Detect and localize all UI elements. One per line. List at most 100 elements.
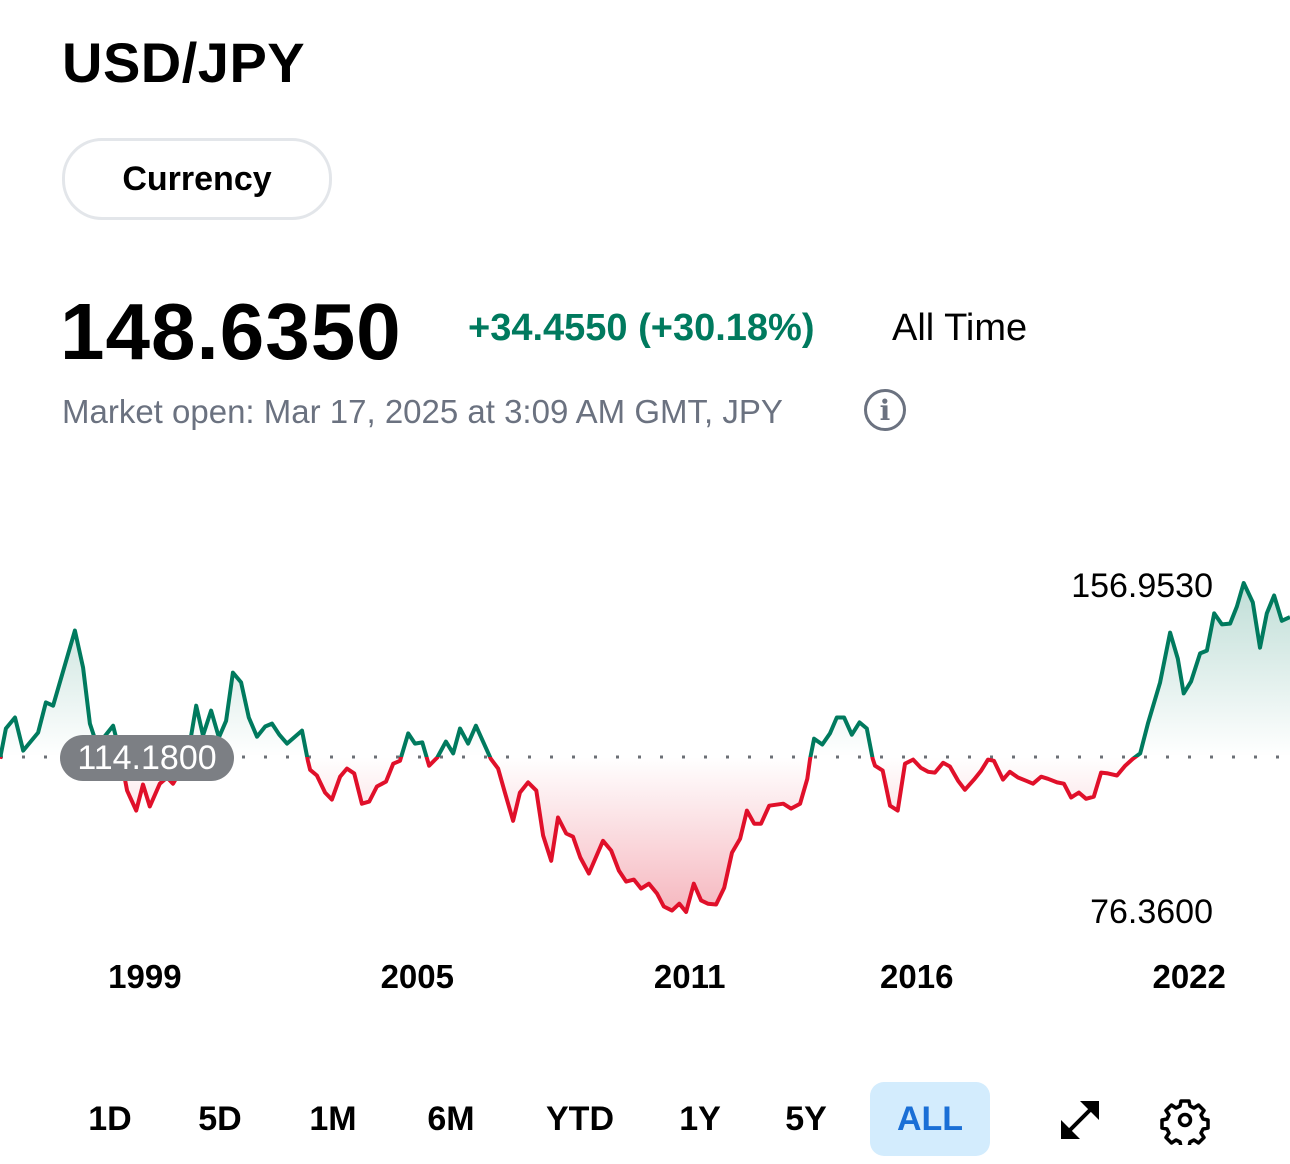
data-point: [518, 791, 522, 795]
data-point: [1158, 680, 1162, 684]
data-point: [1106, 771, 1110, 775]
data-point: [564, 831, 568, 835]
data-point: [919, 766, 923, 770]
data-point: [571, 835, 575, 839]
series-line-down: [0, 757, 1139, 914]
gear-icon[interactable]: [1160, 1095, 1210, 1145]
data-point: [647, 882, 651, 886]
data-point: [406, 731, 410, 735]
expand-icon[interactable]: [1055, 1095, 1105, 1145]
data-point: [684, 910, 688, 914]
data-point: [587, 871, 591, 875]
data-point: [391, 762, 395, 766]
data-point: [277, 733, 281, 737]
category-badge[interactable]: Currency: [62, 138, 332, 220]
data-point: [842, 716, 846, 720]
data-point: [1138, 751, 1142, 755]
baseline-label: 114.1800: [60, 735, 234, 781]
data-point: [489, 757, 493, 761]
range-6m[interactable]: 6M: [427, 1099, 475, 1138]
data-point: [367, 800, 371, 804]
data-point: [850, 733, 854, 737]
data-point: [1228, 622, 1232, 626]
data-point: [474, 724, 478, 728]
data-point: [148, 805, 152, 809]
data-point: [239, 680, 243, 684]
info-icon[interactable]: i: [864, 389, 906, 431]
data-point: [338, 775, 342, 779]
data-point: [941, 761, 945, 765]
data-point: [956, 779, 960, 783]
data-point: [88, 722, 92, 726]
data-point: [111, 724, 115, 728]
data-point: [1272, 593, 1276, 597]
data-point: [601, 839, 605, 843]
data-point: [677, 902, 681, 906]
range-1d[interactable]: 1D: [88, 1099, 132, 1138]
data-point: [858, 720, 862, 724]
data-point: [435, 756, 439, 760]
price-change: +34.4550 (+30.18%): [468, 307, 815, 349]
range-all[interactable]: ALL: [870, 1082, 990, 1156]
range-ytd[interactable]: YTD: [546, 1099, 614, 1138]
data-point: [1077, 791, 1081, 795]
data-point: [1099, 771, 1103, 775]
data-point: [1280, 619, 1284, 623]
data-point: [986, 758, 990, 762]
data-point: [263, 725, 267, 729]
page-title: USD/JPY: [62, 31, 306, 94]
data-point: [451, 751, 455, 755]
range-5d[interactable]: 5D: [198, 1099, 242, 1138]
data-point: [158, 782, 162, 786]
data-point: [81, 666, 85, 670]
data-point: [21, 749, 25, 753]
data-point: [752, 822, 756, 826]
range-1m[interactable]: 1M: [309, 1099, 357, 1138]
data-point: [903, 762, 907, 766]
data-point: [1265, 611, 1269, 615]
data-point: [1008, 770, 1012, 774]
data-point: [692, 882, 696, 886]
data-point: [1055, 780, 1059, 784]
data-point: [541, 833, 545, 837]
data-point: [1258, 646, 1262, 650]
min-label: 76.3600: [1090, 893, 1213, 931]
data-point: [556, 816, 560, 820]
data-point: [360, 802, 364, 806]
data-point: [458, 727, 462, 731]
data-point: [1146, 722, 1150, 726]
data-point: [141, 782, 145, 786]
data-point: [578, 856, 582, 860]
data-point: [125, 789, 129, 793]
data-point: [730, 851, 734, 855]
data-point: [835, 716, 839, 720]
data-point: [73, 629, 77, 633]
data-point: [1016, 776, 1020, 780]
data-point: [51, 704, 55, 708]
data-point: [948, 765, 952, 769]
data-point: [812, 737, 816, 741]
data-point: [805, 777, 809, 781]
data-point: [1039, 775, 1043, 779]
x-tick-label: 2016: [880, 958, 954, 995]
data-point: [781, 802, 785, 806]
data-point: [972, 778, 976, 782]
data-point: [345, 767, 349, 771]
range-5y[interactable]: 5Y: [785, 1099, 827, 1138]
x-tick-label: 2011: [653, 958, 726, 995]
data-point: [808, 757, 812, 761]
data-point: [1084, 797, 1088, 801]
data-point: [413, 742, 417, 746]
data-point: [624, 880, 628, 884]
range-1y[interactable]: 1Y: [679, 1099, 721, 1138]
data-point: [1182, 691, 1186, 695]
data-point: [1123, 764, 1127, 768]
data-point: [881, 769, 885, 773]
data-point: [979, 769, 983, 773]
data-point: [352, 771, 356, 775]
data-point: [888, 804, 892, 808]
data-point: [209, 709, 213, 713]
price-chart[interactable]: 156.9530 76.3600: [0, 0, 1290, 1010]
data-point: [1001, 778, 1005, 782]
data-point: [534, 789, 538, 793]
